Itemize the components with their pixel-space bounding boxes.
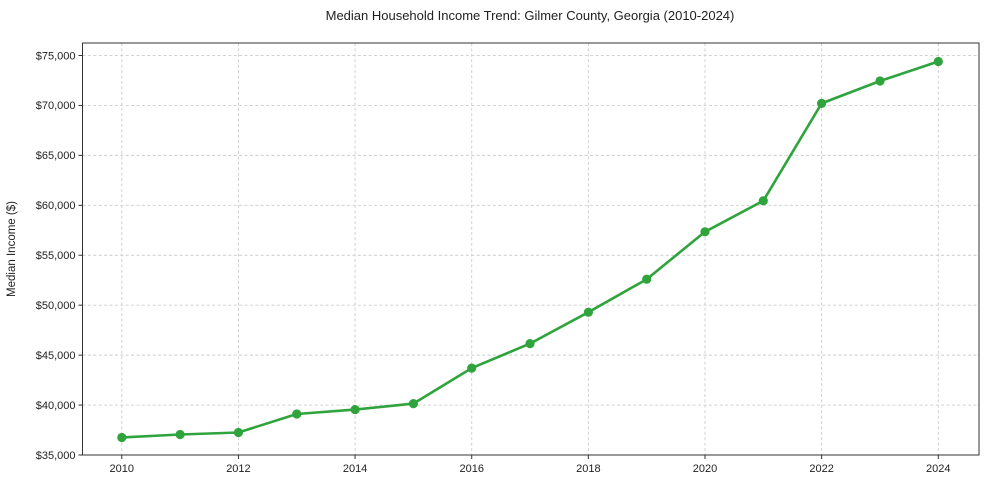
data-point-marker: [817, 98, 827, 108]
y-tick-label: $65,000: [36, 150, 76, 162]
y-tick-label: $35,000: [36, 450, 76, 462]
series-layer: [117, 56, 943, 443]
y-tick-label: $40,000: [36, 400, 76, 412]
data-point-marker: [642, 274, 652, 284]
data-point-marker: [408, 399, 418, 409]
x-tick-label: 2014: [343, 463, 367, 475]
data-point-marker: [233, 427, 243, 438]
data-point-marker: [875, 76, 885, 86]
data-point-marker: [350, 405, 360, 415]
x-tick-label: 2012: [226, 463, 250, 475]
data-point-marker: [292, 409, 302, 419]
y-tick-label: $60,000: [36, 200, 76, 212]
x-tick-label: 2020: [693, 463, 717, 475]
series-line: [120, 60, 940, 439]
y-tick-label: $70,000: [36, 100, 76, 112]
data-point-marker: [467, 363, 477, 373]
x-tick-label: 2022: [809, 463, 833, 475]
data-point-marker: [117, 432, 127, 443]
data-point-marker: [175, 429, 185, 440]
x-tick-label: 2018: [576, 463, 600, 475]
y-tick-label: $45,000: [36, 350, 76, 362]
data-point-marker: [525, 339, 535, 349]
y-tick-label: $55,000: [36, 250, 76, 262]
axes-layer: $35,000 $40,000 $45,000 $50,000 $55,000 $60,0…: [36, 42, 980, 475]
x-tick-label: 2024: [926, 463, 950, 475]
plot-border: [82, 42, 980, 456]
data-point-marker: [700, 227, 710, 237]
y-tick-label: $75,000: [36, 50, 76, 62]
data-point-marker: [758, 196, 768, 206]
chart-title: Median Household Income Trend: Gilmer Co…: [326, 8, 735, 23]
x-tick-label: 2010: [110, 463, 134, 475]
grid-layer: [82, 43, 979, 456]
y-axis-label: Median Income ($): [6, 201, 18, 297]
data-point-marker: [933, 56, 943, 67]
x-tick-label: 2016: [459, 463, 483, 475]
data-point-marker: [583, 307, 594, 317]
y-tick-label: $50,000: [36, 300, 76, 312]
